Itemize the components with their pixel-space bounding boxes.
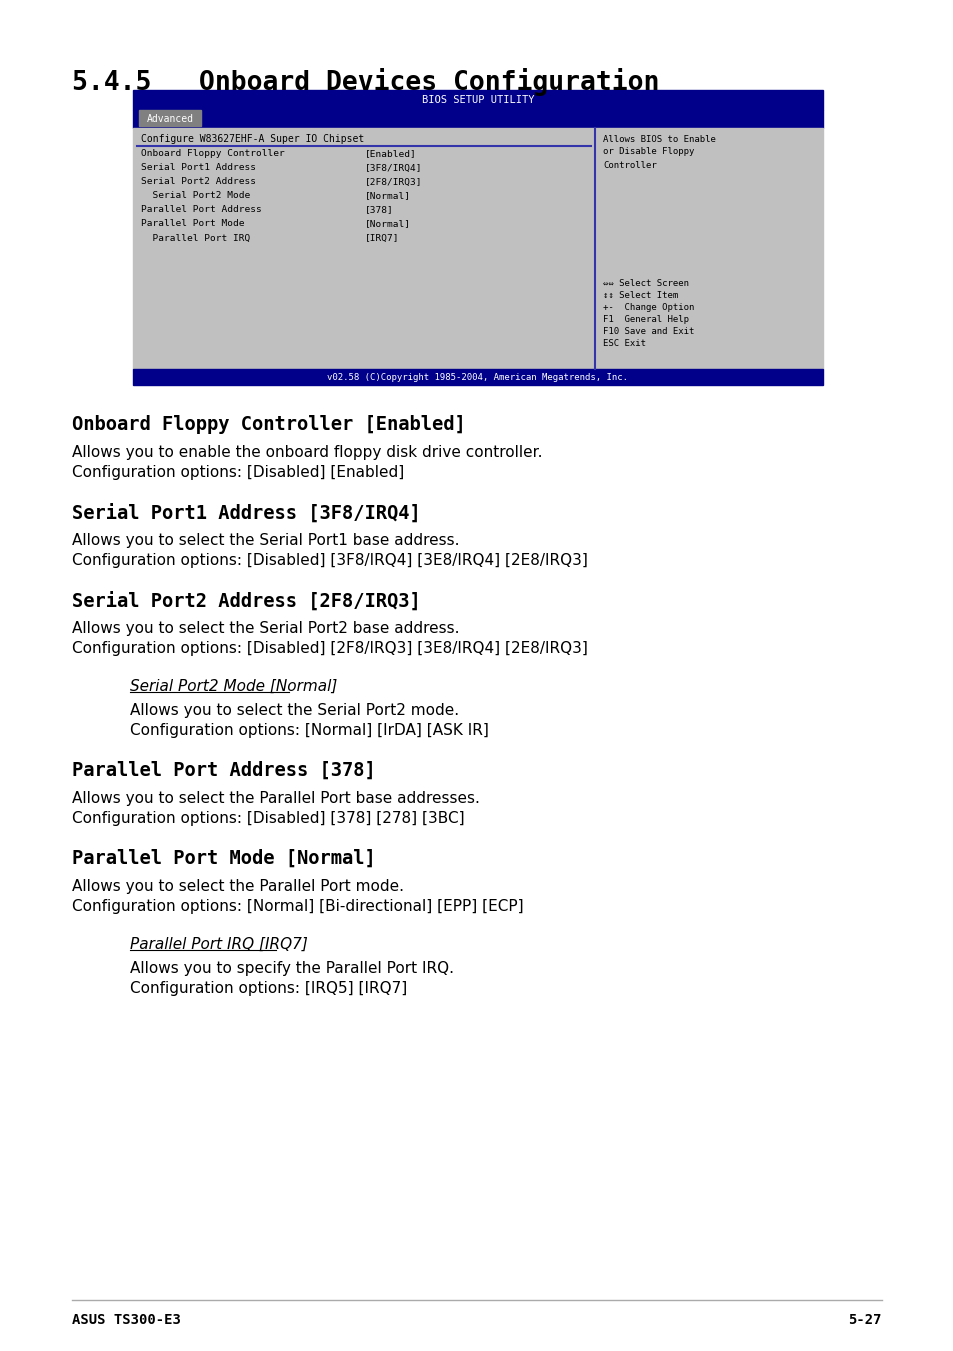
Text: Serial Port2 Address: Serial Port2 Address (141, 177, 255, 186)
Text: Configuration options: [Normal] [Bi-directional] [EPP] [ECP]: Configuration options: [Normal] [Bi-dire… (71, 898, 523, 915)
Text: Parallel Port Address [378]: Parallel Port Address [378] (71, 761, 375, 780)
Text: Allows BIOS to Enable: Allows BIOS to Enable (602, 135, 715, 143)
Text: [3F8/IRQ4]: [3F8/IRQ4] (365, 163, 422, 173)
Text: Allows you to select the Serial Port1 base address.: Allows you to select the Serial Port1 ba… (71, 534, 459, 549)
Text: Controller: Controller (602, 161, 656, 169)
Text: ↕↕ Select Item: ↕↕ Select Item (602, 290, 678, 300)
Text: Serial Port2 Address [2F8/IRQ3]: Serial Port2 Address [2F8/IRQ3] (71, 590, 420, 611)
Bar (139, 109, 201, 126)
Text: Allows you to specify the Parallel Port IRQ.: Allows you to specify the Parallel Port … (130, 961, 454, 975)
Text: [378]: [378] (365, 205, 394, 215)
Text: BIOS SETUP UTILITY: BIOS SETUP UTILITY (421, 95, 534, 105)
Text: Allows you to select the Parallel Port mode.: Allows you to select the Parallel Port m… (71, 880, 403, 894)
Text: Allows you to select the Serial Port2 mode.: Allows you to select the Serial Port2 mo… (130, 703, 458, 717)
Text: Onboard Floppy Controller: Onboard Floppy Controller (141, 150, 284, 158)
Bar (132, 109, 822, 128)
Text: ⇔⇔ Select Screen: ⇔⇔ Select Screen (602, 278, 688, 288)
Text: ASUS TS300-E3: ASUS TS300-E3 (71, 1313, 181, 1327)
Text: Configure W83627EHF-A Super IO Chipset: Configure W83627EHF-A Super IO Chipset (141, 134, 364, 145)
Text: Configuration options: [Disabled] [Enabled]: Configuration options: [Disabled] [Enabl… (71, 465, 404, 480)
Text: Onboard Floppy Controller [Enabled]: Onboard Floppy Controller [Enabled] (71, 415, 465, 434)
Text: Serial Port2 Mode [Normal]: Serial Port2 Mode [Normal] (130, 680, 337, 694)
Bar (132, 91, 822, 109)
Text: [IRQ7]: [IRQ7] (365, 234, 399, 242)
Text: ESC Exit: ESC Exit (602, 339, 645, 347)
Text: Parallel Port IRQ: Parallel Port IRQ (141, 234, 250, 242)
Text: Allows you to select the Parallel Port base addresses.: Allows you to select the Parallel Port b… (71, 790, 479, 807)
Text: or Disable Floppy: or Disable Floppy (602, 147, 694, 157)
Text: Allows you to enable the onboard floppy disk drive controller.: Allows you to enable the onboard floppy … (71, 444, 542, 459)
Text: Advanced: Advanced (147, 113, 193, 124)
Text: Serial Port2 Mode: Serial Port2 Mode (141, 192, 250, 200)
Text: Parallel Port Address: Parallel Port Address (141, 205, 261, 215)
Text: Serial Port1 Address [3F8/IRQ4]: Serial Port1 Address [3F8/IRQ4] (71, 503, 420, 523)
Text: [2F8/IRQ3]: [2F8/IRQ3] (365, 177, 422, 186)
Text: 5.4.5   Onboard Devices Configuration: 5.4.5 Onboard Devices Configuration (71, 68, 659, 96)
Text: Configuration options: [Normal] [IrDA] [ASK IR]: Configuration options: [Normal] [IrDA] [… (130, 723, 488, 738)
Text: [Enabled]: [Enabled] (365, 150, 416, 158)
Text: Parallel Port Mode [Normal]: Parallel Port Mode [Normal] (71, 848, 375, 867)
Text: [Normal]: [Normal] (365, 219, 411, 228)
Text: F1  General Help: F1 General Help (602, 315, 688, 323)
Text: Configuration options: [IRQ5] [IRQ7]: Configuration options: [IRQ5] [IRQ7] (130, 981, 407, 996)
Text: F10 Save and Exit: F10 Save and Exit (602, 327, 694, 335)
Text: v02.58 (C)Copyright 1985-2004, American Megatrends, Inc.: v02.58 (C)Copyright 1985-2004, American … (327, 373, 628, 381)
Text: Allows you to select the Serial Port2 base address.: Allows you to select the Serial Port2 ba… (71, 621, 459, 636)
Text: 5-27: 5-27 (847, 1313, 882, 1327)
Bar (132, 128, 822, 369)
Bar (132, 369, 822, 385)
Text: Parallel Port IRQ [IRQ7]: Parallel Port IRQ [IRQ7] (130, 938, 308, 952)
Text: Parallel Port Mode: Parallel Port Mode (141, 219, 244, 228)
Text: [Normal]: [Normal] (365, 192, 411, 200)
Text: Configuration options: [Disabled] [3F8/IRQ4] [3E8/IRQ4] [2E8/IRQ3]: Configuration options: [Disabled] [3F8/I… (71, 553, 587, 567)
Text: Configuration options: [Disabled] [2F8/IRQ3] [3E8/IRQ4] [2E8/IRQ3]: Configuration options: [Disabled] [2F8/I… (71, 640, 587, 657)
Text: Serial Port1 Address: Serial Port1 Address (141, 163, 255, 173)
Text: Configuration options: [Disabled] [378] [278] [3BC]: Configuration options: [Disabled] [378] … (71, 811, 464, 825)
Text: +-  Change Option: +- Change Option (602, 303, 694, 312)
